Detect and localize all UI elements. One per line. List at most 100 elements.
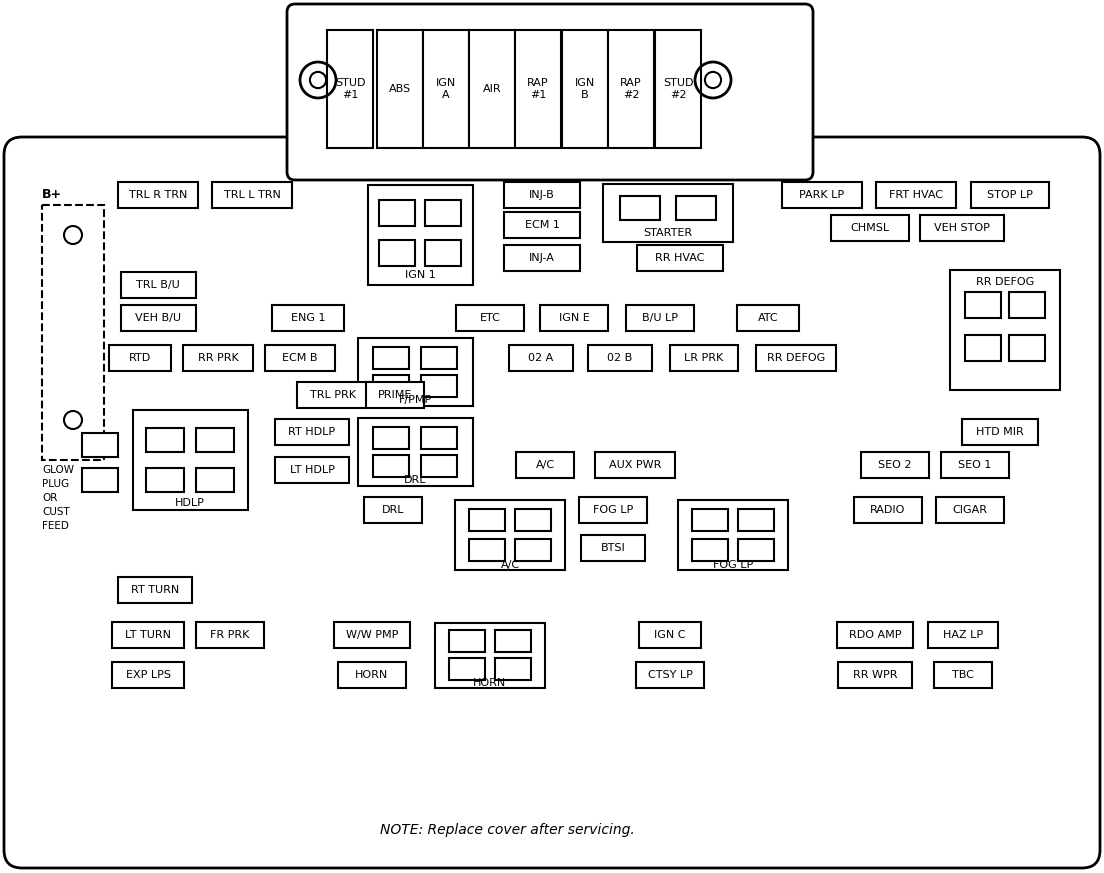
Bar [469, 509, 505, 531]
Text: ECM B: ECM B [283, 353, 318, 363]
Text: RR HVAC: RR HVAC [656, 253, 704, 263]
Bar [183, 345, 253, 371]
Text: TRL L TRN: TRL L TRN [224, 190, 280, 200]
Bar [455, 500, 565, 570]
Bar [737, 509, 774, 531]
Text: VEH STOP: VEH STOP [934, 223, 990, 233]
Bar [421, 427, 457, 449]
Bar [540, 305, 608, 331]
Text: 02 B: 02 B [607, 353, 633, 363]
Text: GLOW: GLOW [42, 465, 74, 475]
Bar [373, 455, 408, 477]
Text: ABS: ABS [389, 84, 411, 94]
Bar [197, 622, 264, 648]
Text: RR PRK: RR PRK [198, 353, 238, 363]
Text: RAP
#2: RAP #2 [620, 79, 641, 100]
Text: STARTER: STARTER [644, 228, 692, 238]
Text: FOG LP: FOG LP [713, 560, 753, 570]
Text: PLUG: PLUG [42, 479, 70, 489]
Bar [368, 185, 473, 285]
FancyBboxPatch shape [287, 4, 813, 180]
Text: TRL PRK: TRL PRK [310, 390, 355, 400]
Text: ENG 1: ENG 1 [290, 313, 326, 323]
Text: STOP LP: STOP LP [987, 190, 1033, 200]
Bar [655, 30, 701, 148]
Text: B+: B+ [42, 189, 62, 202]
FancyBboxPatch shape [4, 137, 1100, 868]
Bar [951, 270, 1060, 390]
Text: LT TURN: LT TURN [125, 630, 171, 640]
Bar [120, 305, 195, 331]
Bar [936, 497, 1004, 523]
Bar [737, 539, 774, 561]
Bar [456, 305, 524, 331]
Text: HTD MIR: HTD MIR [976, 427, 1023, 437]
Bar [364, 497, 422, 523]
Bar [941, 452, 1009, 478]
Text: 02 A: 02 A [529, 353, 553, 363]
Text: RAP
#1: RAP #1 [528, 79, 549, 100]
Bar [509, 345, 573, 371]
Bar [514, 539, 551, 561]
Bar [212, 182, 291, 208]
Text: PRIME: PRIME [378, 390, 412, 400]
Bar [197, 468, 234, 492]
Bar [1009, 292, 1045, 318]
Bar [435, 622, 545, 688]
Bar [109, 345, 171, 371]
Bar [972, 182, 1049, 208]
Bar [327, 30, 373, 148]
Bar [678, 500, 788, 570]
Bar [197, 428, 234, 452]
Text: NOTE: Replace cover after servicing.: NOTE: Replace cover after servicing. [380, 823, 635, 837]
Bar [756, 345, 836, 371]
Text: IGN E: IGN E [559, 313, 590, 323]
Text: CHMSL: CHMSL [850, 223, 890, 233]
Text: RR DEFOG: RR DEFOG [976, 277, 1034, 287]
Text: INJ-A: INJ-A [529, 253, 555, 263]
Bar [737, 305, 799, 331]
Bar [120, 272, 195, 298]
Text: F/PMP: F/PMP [399, 395, 432, 405]
Bar [1009, 335, 1045, 361]
Bar [505, 182, 580, 208]
Bar [275, 457, 349, 483]
Bar [367, 382, 424, 408]
Text: AIR: AIR [482, 84, 501, 94]
Bar [505, 212, 580, 238]
Text: OR: OR [42, 493, 57, 503]
Bar [603, 184, 733, 242]
Text: RTD: RTD [129, 353, 151, 363]
Bar [265, 345, 335, 371]
Bar [376, 30, 423, 148]
Bar [469, 539, 505, 561]
Bar [373, 375, 408, 397]
Text: W/W PMP: W/W PMP [346, 630, 399, 640]
Bar [132, 410, 247, 510]
Text: DRL: DRL [382, 505, 404, 515]
Bar [421, 347, 457, 369]
Bar [637, 245, 723, 271]
Text: IGN
B: IGN B [575, 79, 595, 100]
Bar [514, 30, 561, 148]
Text: LR PRK: LR PRK [684, 353, 723, 363]
Text: RADIO: RADIO [870, 505, 905, 515]
Bar [861, 452, 928, 478]
Bar [595, 452, 675, 478]
Text: HDLP: HDLP [176, 498, 205, 508]
Text: SEO 1: SEO 1 [958, 460, 991, 470]
Bar [275, 419, 349, 445]
Bar [358, 338, 473, 406]
Text: IGN C: IGN C [655, 630, 686, 640]
Bar [42, 205, 104, 460]
Bar [782, 182, 862, 208]
Bar [272, 305, 344, 331]
Bar [338, 662, 406, 688]
Bar [608, 30, 654, 148]
Bar [838, 662, 912, 688]
Text: EXP LPS: EXP LPS [126, 670, 170, 680]
Bar [118, 182, 198, 208]
Bar [379, 200, 415, 226]
Text: ETC: ETC [479, 313, 500, 323]
Bar [373, 427, 408, 449]
